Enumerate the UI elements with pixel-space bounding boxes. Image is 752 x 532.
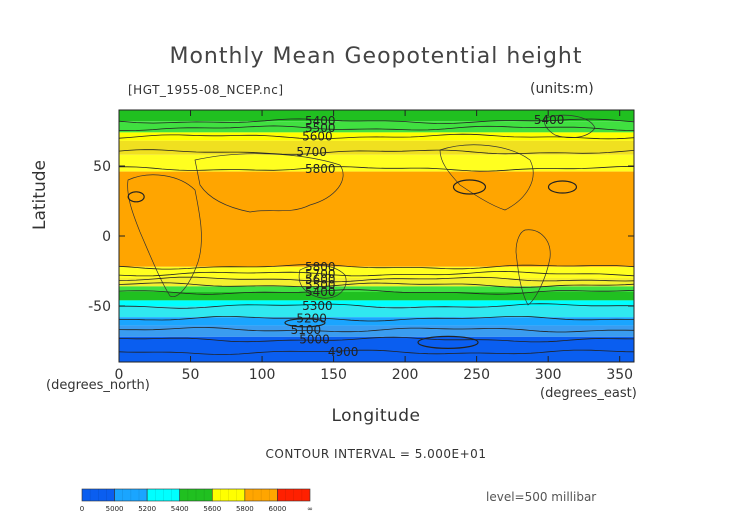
color-band-5 bbox=[119, 171, 634, 267]
contour-label-7: 5600 bbox=[305, 272, 336, 286]
contour-line-4 bbox=[119, 166, 634, 172]
contour-label-6: 5700 bbox=[305, 267, 336, 281]
legend-label-5: 5800 bbox=[236, 505, 254, 513]
color-band-7 bbox=[119, 278, 634, 287]
contour-line-8 bbox=[119, 282, 634, 288]
x-tick-label-6: 300 bbox=[535, 367, 562, 383]
color-band-13 bbox=[119, 325, 634, 337]
x-axis-label: Longitude bbox=[331, 406, 421, 426]
contour-label-14: 4900 bbox=[328, 345, 359, 359]
coastline-outlines bbox=[127, 114, 596, 306]
color-band-10 bbox=[119, 300, 634, 306]
contour-line-0 bbox=[119, 118, 634, 125]
closed-contour-2 bbox=[127, 191, 145, 203]
legend-label-6: 6000 bbox=[269, 505, 287, 513]
legend-swatch-6 bbox=[277, 488, 311, 502]
chart-title: Monthly Mean Geopotential height bbox=[169, 44, 583, 69]
legend-label-4: 5600 bbox=[203, 505, 221, 513]
color-band-3 bbox=[119, 140, 634, 155]
y-axis-label: Latitude bbox=[30, 160, 50, 230]
closed-contour-3 bbox=[417, 335, 479, 349]
contour-label-3: 5700 bbox=[296, 145, 327, 159]
contour-label-1: 5500 bbox=[305, 121, 336, 135]
contour-label-11: 5200 bbox=[296, 312, 327, 326]
contour-line-14 bbox=[119, 349, 634, 356]
legend-label-3: 5400 bbox=[171, 505, 189, 513]
asia-outline bbox=[194, 153, 344, 213]
x-tick-label-2: 100 bbox=[249, 367, 276, 383]
color-band-0 bbox=[119, 110, 634, 122]
contour-line-11 bbox=[119, 316, 634, 322]
contour-label-extra: 5400 bbox=[534, 113, 565, 127]
contour-interval-text: CONTOUR INTERVAL = 5.000E+01 bbox=[265, 447, 487, 461]
africa-europe-outline bbox=[127, 174, 202, 297]
contour-label-0: 5400 bbox=[305, 114, 336, 128]
legend-label-1: 5000 bbox=[106, 505, 124, 513]
color-band-11 bbox=[119, 306, 634, 318]
closed-contour-0 bbox=[452, 179, 487, 195]
color-band-12 bbox=[119, 317, 634, 326]
color-band-4 bbox=[119, 154, 634, 172]
x-tick-label-7: 350 bbox=[606, 367, 633, 383]
contour-label-4: 5800 bbox=[305, 162, 336, 176]
contour-label-13: 5000 bbox=[299, 333, 330, 347]
greenland-outline bbox=[544, 114, 596, 138]
contour-line-12 bbox=[119, 327, 634, 333]
y-tick-label-0: -50 bbox=[88, 299, 111, 315]
contour-line-2 bbox=[119, 133, 634, 140]
south-america-outline bbox=[515, 229, 551, 306]
color-legend: 0 5000 5200 5400 5600 5800 6000 ∞ bbox=[80, 488, 313, 513]
contour-label-12: 5100 bbox=[291, 323, 322, 337]
closed-contour-1 bbox=[547, 180, 578, 194]
contour-line-3 bbox=[119, 149, 634, 155]
contour-labels: 5400550056005700580058005700560055005400… bbox=[291, 113, 565, 359]
contour-line-5 bbox=[119, 264, 634, 270]
x-axis-unit-label: (degrees_east) bbox=[540, 386, 637, 401]
contour-line-10 bbox=[119, 303, 634, 309]
contour-label-9: 5400 bbox=[305, 285, 336, 299]
legend-label-0: 0 bbox=[80, 505, 84, 513]
contour-label-10: 5300 bbox=[302, 299, 333, 313]
contour-line-13 bbox=[119, 336, 634, 343]
legend-label-2: 5200 bbox=[138, 505, 156, 513]
y-tick-label-2: 50 bbox=[93, 159, 111, 175]
color-band-8 bbox=[119, 286, 634, 292]
color-band-14 bbox=[119, 336, 634, 362]
contour-line-9 bbox=[119, 289, 634, 295]
file-id-label: [HGT_1955-08_NCEP.nc] bbox=[128, 83, 284, 97]
contour-line-6 bbox=[119, 270, 634, 277]
color-band-6 bbox=[119, 266, 634, 278]
contour-label-5: 5800 bbox=[305, 260, 336, 274]
contour-label-8: 5500 bbox=[305, 278, 336, 292]
x-tick-label-1: 50 bbox=[182, 367, 200, 383]
color-band-1 bbox=[119, 121, 634, 133]
color-bands bbox=[119, 110, 634, 362]
y-axis-ticks: -50 0 50 bbox=[88, 159, 634, 315]
contour-lines bbox=[119, 118, 634, 356]
x-tick-label-0: 0 bbox=[115, 367, 124, 383]
x-tick-label-5: 250 bbox=[463, 367, 490, 383]
contour-label-2: 5600 bbox=[302, 130, 333, 144]
x-axis-ticks: 0 50 100 150 200 250 300 350 bbox=[115, 110, 633, 383]
level-text: level=500 millibar bbox=[486, 490, 597, 504]
x-tick-label-4: 200 bbox=[392, 367, 419, 383]
y-axis-unit-label: (degrees_north) bbox=[46, 378, 150, 393]
contour-line-7 bbox=[119, 276, 634, 283]
y-tick-label-1: 0 bbox=[102, 229, 111, 245]
closed-contour-4 bbox=[284, 318, 326, 328]
north-america-outline bbox=[439, 144, 534, 211]
color-band-9 bbox=[119, 292, 634, 301]
legend-label-7: ∞ bbox=[307, 505, 313, 513]
x-tick-label-3: 150 bbox=[320, 367, 347, 383]
australia-outline bbox=[298, 265, 347, 299]
units-label: (units:m) bbox=[530, 81, 594, 97]
contour-line-1 bbox=[119, 125, 634, 132]
